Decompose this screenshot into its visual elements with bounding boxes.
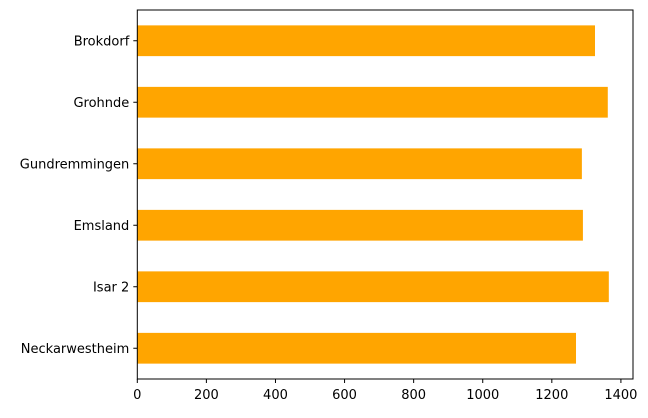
x-tick-label: 400: [263, 388, 288, 403]
plot-frame: [136, 9, 634, 380]
y-tick-label: Grohnde: [73, 96, 129, 111]
y-tick-label: Isar 2: [93, 280, 129, 295]
x-tick-label: 600: [332, 388, 357, 403]
y-tick-label: Emsland: [74, 219, 130, 234]
x-tick-label: 800: [401, 388, 426, 403]
bar-emsland: [137, 209, 583, 241]
bar-gundremmingen: [137, 148, 582, 180]
bar-neckarwestheim: [137, 332, 577, 364]
bar-isar-2: [137, 271, 609, 303]
y-tick-label: Gundremmingen: [20, 157, 130, 172]
x-tick-label: 0: [133, 388, 141, 403]
x-tick-label: 1000: [466, 388, 499, 403]
y-tick-label: Brokdorf: [74, 34, 130, 49]
bar-brokdorf: [137, 25, 596, 57]
x-tick-label: 1400: [604, 388, 637, 403]
y-tick-label: Neckarwestheim: [21, 342, 130, 357]
bar-grohnde: [137, 86, 608, 118]
x-tick-label: 1200: [535, 388, 568, 403]
x-tick-label: 200: [194, 388, 219, 403]
